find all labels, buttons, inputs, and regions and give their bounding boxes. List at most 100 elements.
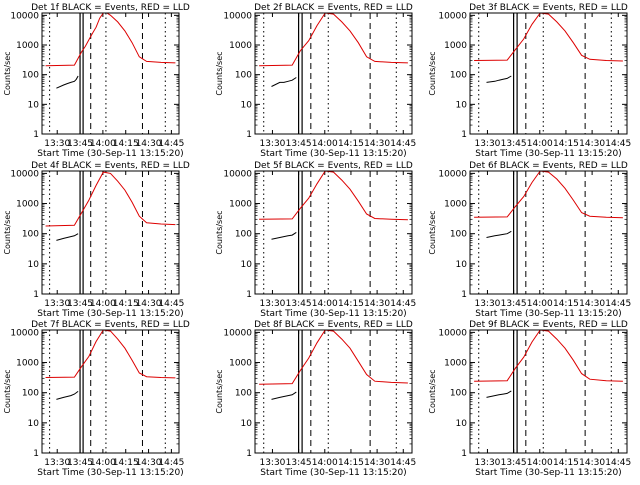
plot-frame (254, 329, 413, 454)
panel-2: 13:30 13:45 14:00 14:15 14:30 14:45 1 10 100 1000… (215, 3, 416, 159)
y-tick-label: 10 (241, 419, 253, 429)
x-tick-label: 13:30 (474, 299, 500, 309)
x-tick-label: 13:30 (474, 139, 500, 149)
y-tick-label: 10000 (438, 328, 467, 338)
x-axis-label: Start Time (30-Sep-11 13:15:20) (475, 468, 621, 478)
y-tick-label: 100 (22, 71, 39, 81)
x-tick-label: 13:30 (44, 299, 70, 309)
panel-title: Det 1f BLACK = Events, RED = LLD (31, 3, 190, 13)
y-tick-label: 1000 (16, 41, 39, 51)
plot-frame (469, 329, 628, 454)
x-tick-label: 14:45 (605, 458, 631, 468)
x-tick-label: 13:45 (286, 299, 312, 309)
x-tick-label: 14:15 (113, 139, 139, 149)
y-tick-label: 1000 (229, 41, 252, 51)
x-axis-label: Start Time (30-Sep-11 13:15:20) (37, 309, 183, 319)
panel-title: Det 5f BLACK = Events, RED = LLD (254, 161, 413, 171)
y-tick-label: 1 (461, 449, 467, 459)
y-axis-label: Counts/sec (428, 210, 437, 254)
events-series-line (271, 231, 297, 240)
y-axis-label: Counts/sec (215, 210, 224, 254)
x-tick-label: 13:30 (44, 139, 70, 149)
x-tick-label: 14:45 (390, 299, 416, 309)
panel-title: Det 4f BLACK = Events, RED = LLD (31, 161, 190, 171)
x-tick-label: 14:00 (312, 458, 338, 468)
x-tick-label: 14:15 (113, 458, 139, 468)
x-tick-label: 14:30 (136, 139, 162, 149)
y-tick-label: 1000 (16, 359, 39, 369)
y-tick-label: 10000 (223, 169, 252, 179)
y-tick-label: 100 (450, 71, 467, 81)
lld-series-line (259, 171, 408, 221)
plot-frame (41, 170, 180, 295)
y-tick-label: 10000 (223, 328, 252, 338)
panel-title: Det 7f BLACK = Events, RED = LLD (31, 320, 190, 330)
panel-8: 13:30 13:45 14:00 14:15 14:30 14:45 1 10 100 1000… (215, 320, 416, 478)
x-tick-label: 14:15 (113, 299, 139, 309)
lld-series-line (45, 330, 176, 379)
y-tick-label: 1 (33, 290, 39, 300)
x-tick-label: 14:45 (390, 139, 416, 149)
x-tick-label: 14:00 (90, 139, 116, 149)
events-series-line (56, 75, 79, 89)
events-series-line (486, 390, 512, 398)
x-tick-label: 13:45 (286, 139, 312, 149)
x-tick-label: 14:45 (605, 299, 631, 309)
y-tick-label: 1000 (16, 200, 39, 210)
x-tick-label: 13:30 (474, 458, 500, 468)
x-tick-label: 13:45 (67, 458, 93, 468)
x-tick-label: 13:45 (67, 299, 93, 309)
panel-title: Det 9f BLACK = Events, RED = LLD (469, 320, 628, 330)
x-tick-label: 14:45 (158, 299, 184, 309)
y-tick-label: 10 (456, 260, 468, 270)
x-tick-label: 14:15 (338, 458, 364, 468)
x-axis-label: Start Time (30-Sep-11 13:15:20) (260, 468, 406, 478)
y-tick-label: 10 (456, 100, 468, 110)
y-tick-label: 1 (461, 290, 467, 300)
x-tick-label: 13:30 (259, 299, 285, 309)
x-tick-label: 14:30 (579, 458, 605, 468)
panel-5: 13:30 13:45 14:00 14:15 14:30 14:45 1 10 100 1000… (215, 161, 416, 319)
x-tick-label: 14:00 (527, 458, 553, 468)
y-tick-label: 100 (22, 389, 39, 399)
y-axis-label: Counts/sec (3, 210, 12, 254)
x-tick-label: 14:15 (338, 299, 364, 309)
y-tick-label: 100 (450, 389, 467, 399)
x-tick-label: 14:00 (312, 139, 338, 149)
events-series-line (56, 233, 79, 241)
x-tick-label: 13:30 (44, 458, 70, 468)
events-series-line (486, 230, 512, 238)
y-tick-label: 100 (22, 230, 39, 240)
x-tick-label: 14:30 (364, 458, 390, 468)
y-tick-label: 10000 (438, 11, 467, 21)
plot-frame (469, 12, 628, 135)
x-tick-label: 14:45 (158, 139, 184, 149)
y-tick-label: 1000 (229, 359, 252, 369)
y-tick-label: 10 (241, 260, 253, 270)
x-tick-label: 13:30 (259, 139, 285, 149)
x-tick-label: 14:30 (136, 299, 162, 309)
y-tick-label: 1000 (229, 200, 252, 210)
x-tick-label: 14:30 (364, 299, 390, 309)
y-axis-label: Counts/sec (215, 369, 224, 413)
x-axis-label: Start Time (30-Sep-11 13:15:20) (475, 309, 621, 319)
plot-frame (41, 12, 180, 135)
events-series-line (56, 390, 79, 400)
x-tick-label: 14:15 (553, 139, 579, 149)
lld-series-line (474, 171, 623, 219)
plot-frame (469, 170, 628, 295)
lld-series-line (259, 13, 408, 67)
y-tick-label: 10000 (223, 11, 252, 21)
lld-series-line (474, 330, 623, 382)
x-tick-label: 14:00 (312, 299, 338, 309)
y-tick-label: 10 (28, 100, 40, 110)
plot-frame (41, 329, 180, 454)
panel-3: 13:30 13:45 14:00 14:15 14:30 14:45 1 10 100 1000… (428, 3, 631, 159)
panel-9: 13:30 13:45 14:00 14:15 14:30 14:45 1 10 100 1000… (428, 320, 631, 478)
y-axis-label: Counts/sec (3, 51, 12, 95)
